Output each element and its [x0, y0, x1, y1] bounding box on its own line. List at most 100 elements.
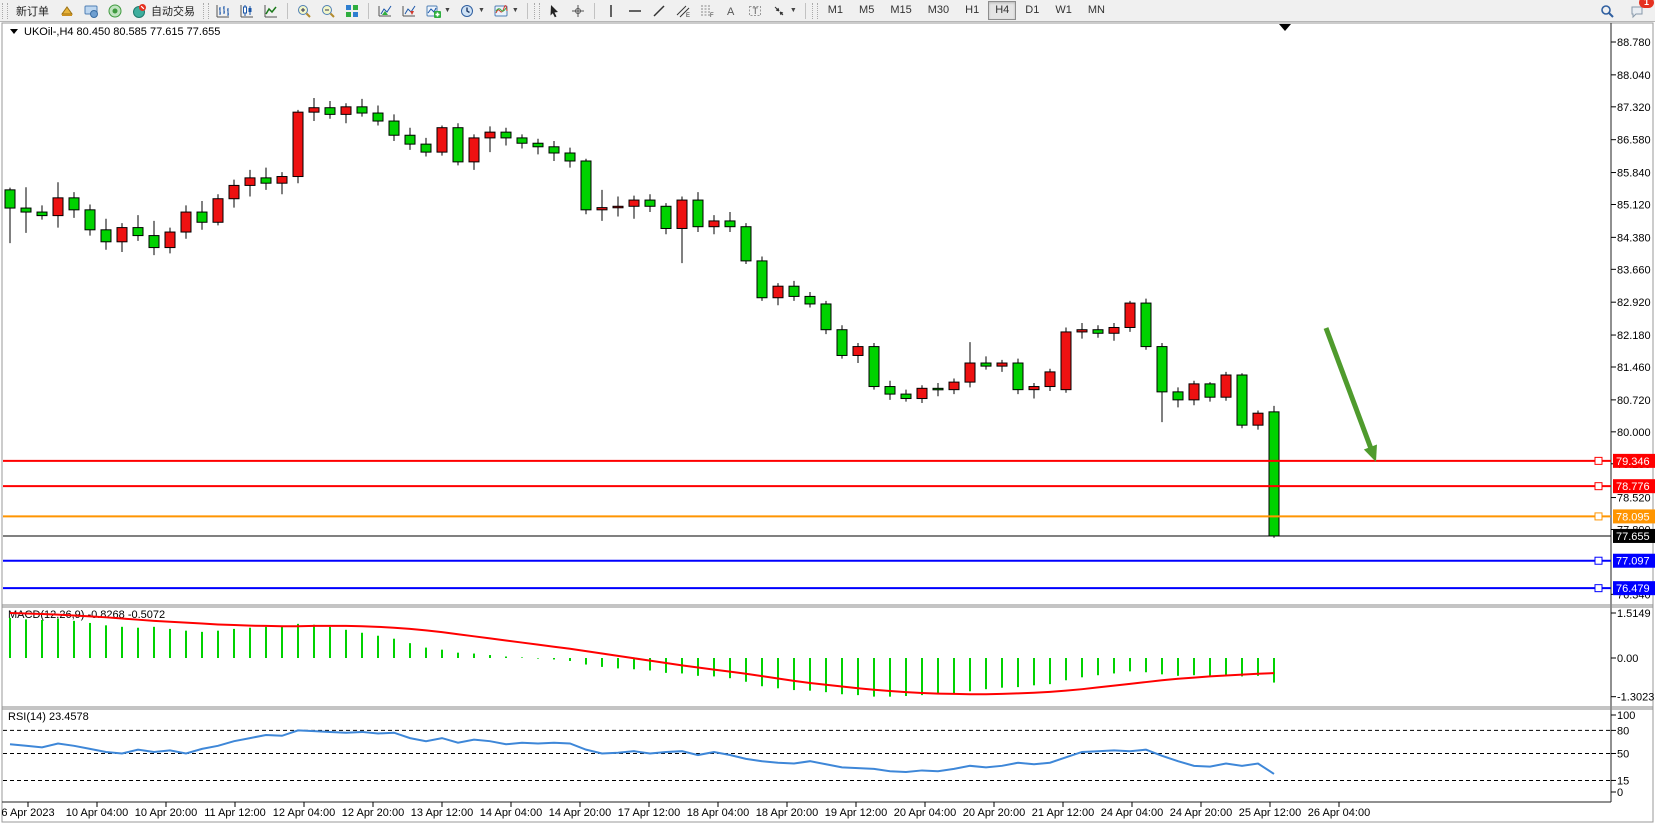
svg-text:77.655: 77.655	[1616, 531, 1650, 543]
horizontal-lines[interactable]: 79.346 78.776 78.095 77.655 77.097 76.479	[3, 453, 1655, 596]
history-icon[interactable]	[55, 0, 79, 21]
toolbar-grip[interactable]	[203, 2, 209, 19]
equidistant-channel-tool[interactable]: E	[671, 0, 695, 21]
candlestick-chart-icon[interactable]	[235, 0, 259, 21]
toolbar-separator	[287, 2, 288, 19]
notifications-chat-icon[interactable]: 1	[1625, 0, 1654, 21]
periods-button[interactable]: ▼	[455, 0, 489, 21]
svg-text:83.660: 83.660	[1617, 264, 1651, 276]
tf-m30[interactable]: M30	[927, 4, 950, 16]
candle	[564, 152, 576, 162]
zoom-out-icon[interactable]	[316, 0, 340, 21]
candle	[548, 146, 560, 154]
svg-text:6 Apr 2023: 6 Apr 2023	[1, 807, 54, 819]
svg-text:24 Apr 20:00: 24 Apr 20:00	[1170, 807, 1232, 819]
toolbar-grip[interactable]	[2, 2, 8, 19]
svg-text:14 Apr 20:00: 14 Apr 20:00	[549, 807, 611, 819]
candle	[788, 285, 800, 297]
symbol-title[interactable]: UKOil-,H4 80.450 80.585 77.615 77.655	[10, 26, 220, 38]
rsi-line	[9, 729, 1275, 775]
candle	[772, 285, 784, 299]
cursor-tool[interactable]	[542, 0, 566, 21]
text-tool[interactable]: A	[719, 0, 743, 21]
candle	[1124, 302, 1136, 328]
tile-windows-icon[interactable]	[340, 0, 364, 21]
hline-handle[interactable]	[1594, 512, 1603, 521]
svg-text:78.776: 78.776	[1616, 481, 1650, 493]
candle	[164, 231, 176, 249]
new-order-button[interactable]: 新订单	[10, 0, 55, 21]
svg-text:10 Apr 20:00: 10 Apr 20:00	[135, 807, 197, 819]
hline-handle[interactable]	[1594, 584, 1603, 593]
zoom-in-icon[interactable]	[292, 0, 316, 21]
candle	[820, 303, 832, 331]
fibonacci-tool[interactable]: F	[695, 0, 719, 21]
candle	[1188, 383, 1200, 401]
bar-chart-icon[interactable]	[211, 0, 235, 21]
collapse-icon[interactable]	[10, 29, 18, 34]
toolbar-grip[interactable]	[811, 2, 818, 19]
chart-template-button[interactable]: ▼	[489, 0, 523, 21]
tf-w1[interactable]: W1	[1055, 4, 1072, 16]
rsi-pane: RSI(14) 23.4578 100 80 50 150	[3, 710, 1635, 799]
tf-m15[interactable]: M15	[890, 4, 912, 16]
terminal-icon[interactable]	[79, 0, 103, 21]
time-axis[interactable]: 6 Apr 2023 10 Apr 04:00 10 Apr 20:00 11 Apr…	[1, 802, 1370, 819]
candle	[148, 235, 160, 249]
data-window-icon[interactable]	[373, 0, 397, 21]
toolbar-grip[interactable]	[533, 2, 540, 19]
search-icon[interactable]	[1595, 0, 1619, 21]
price-badge	[1613, 479, 1655, 494]
main-toolbar: 新订单 自动交易 ▼ ▼	[0, 0, 1655, 22]
tf-m1[interactable]: M1	[827, 4, 844, 16]
tf-h4[interactable]: H4	[988, 1, 1017, 20]
tf-mn[interactable]: MN	[1087, 4, 1105, 16]
hline-handle[interactable]	[1594, 456, 1603, 465]
candle	[436, 127, 448, 153]
candle	[468, 137, 480, 163]
candle	[340, 106, 352, 115]
hline-handle[interactable]	[1594, 482, 1603, 491]
candle	[916, 387, 928, 400]
toolbar-separator	[804, 2, 806, 19]
price-axis[interactable]: 88.780 88.040 87.320 86.580 85.840 85.120 84.3…	[1611, 37, 1651, 601]
svg-text:77.097: 77.097	[1616, 556, 1650, 568]
candle	[756, 260, 768, 299]
candle	[964, 362, 976, 383]
tf-d1[interactable]: D1	[1025, 4, 1040, 16]
text-label-tool[interactable]: T	[743, 0, 767, 21]
arrows-tool[interactable]: ▼	[767, 0, 801, 21]
candle	[100, 229, 112, 243]
svg-text:80.720: 80.720	[1617, 395, 1651, 407]
hline-handle[interactable]	[1594, 556, 1603, 565]
chart-shift-marker[interactable]	[1279, 24, 1291, 31]
crosshair-tool[interactable]	[566, 0, 590, 21]
vertical-line-tool[interactable]	[599, 0, 623, 21]
horizontal-line-tool[interactable]	[623, 0, 647, 21]
svg-text:14 Apr 04:00: 14 Apr 04:00	[480, 807, 542, 819]
add-indicator-button[interactable]: ▼	[421, 0, 455, 21]
svg-text:0.00: 0.00	[1617, 653, 1638, 665]
tf-m5[interactable]: M5	[859, 4, 875, 16]
tf-h1[interactable]: H1	[965, 4, 980, 16]
candle	[260, 177, 272, 184]
navigator-icon[interactable]	[397, 0, 421, 21]
trend-arrow-annotation[interactable]	[1323, 327, 1377, 462]
svg-text:80.000: 80.000	[1617, 427, 1651, 439]
candle	[836, 329, 848, 356]
line-chart-icon[interactable]	[259, 0, 283, 21]
svg-text:19 Apr 12:00: 19 Apr 12:00	[825, 807, 887, 819]
candle	[1220, 374, 1232, 398]
toolbar-separator	[368, 2, 369, 19]
trend-line-tool[interactable]	[647, 0, 671, 21]
candle	[948, 381, 960, 391]
auto-trading-button[interactable]: 自动交易	[127, 0, 201, 21]
svg-text:100: 100	[1617, 710, 1635, 722]
candle	[292, 111, 304, 178]
signal-icon[interactable]	[103, 0, 127, 21]
candle	[1204, 383, 1216, 398]
candle	[116, 227, 128, 243]
candle	[500, 131, 512, 139]
svg-text:26 Apr 04:00: 26 Apr 04:00	[1308, 807, 1370, 819]
